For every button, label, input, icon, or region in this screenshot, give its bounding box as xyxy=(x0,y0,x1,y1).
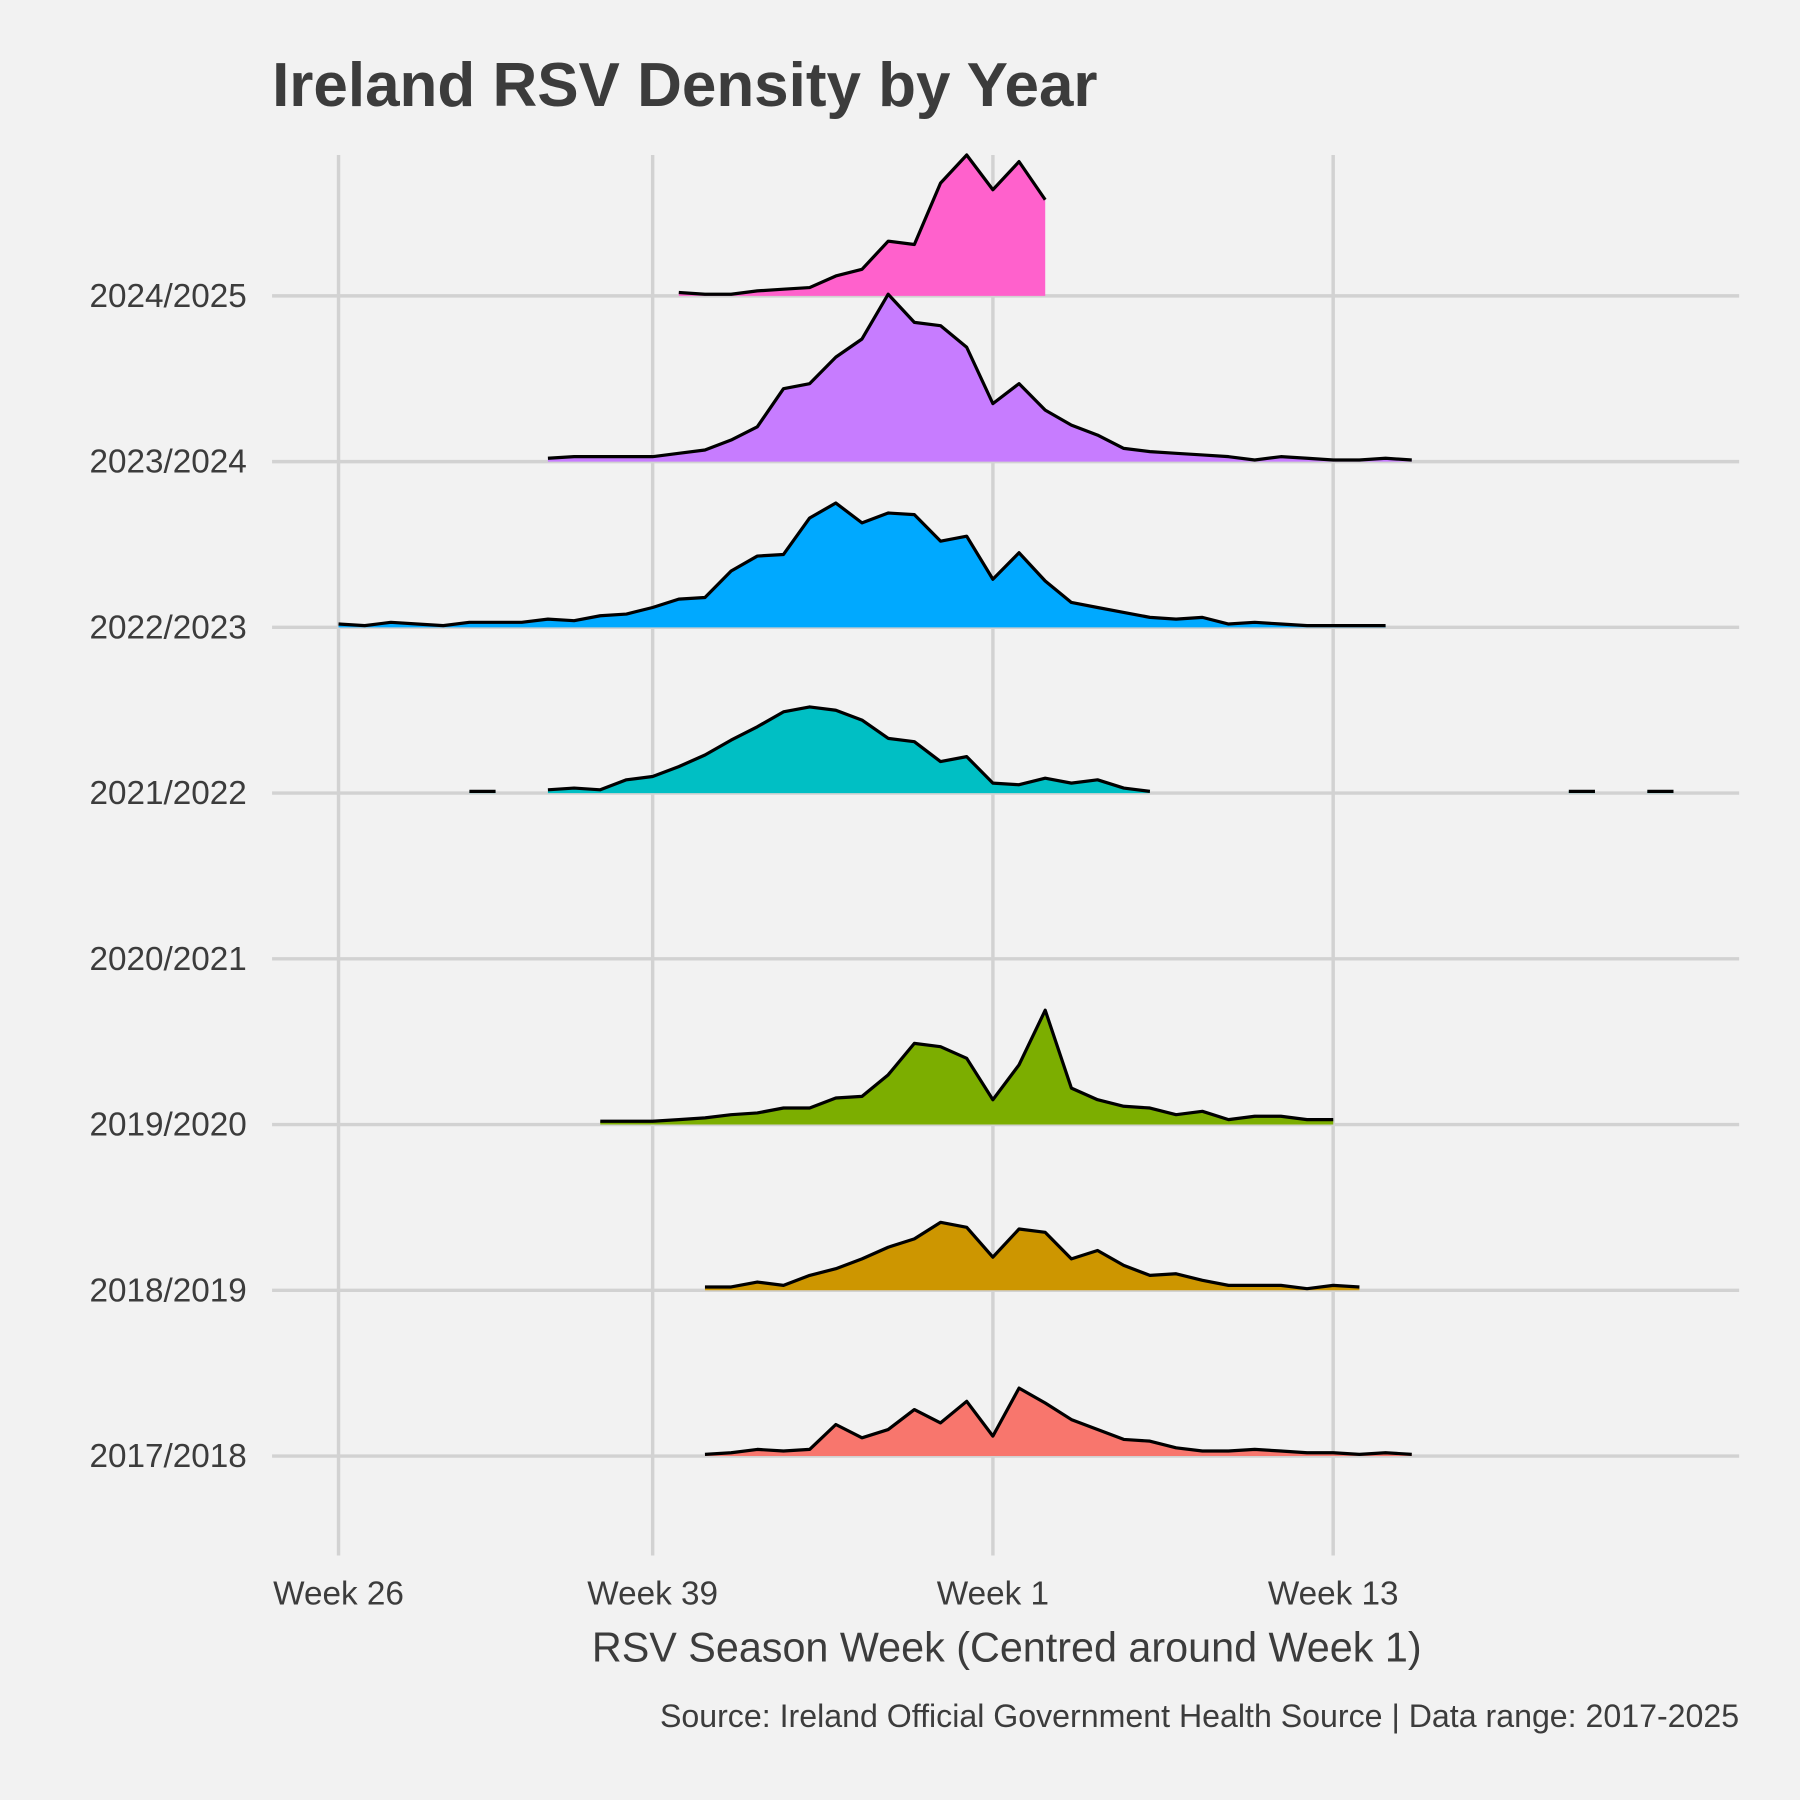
ridge-line xyxy=(338,501,1386,628)
y-tick-label: 2018/2019 xyxy=(89,1272,246,1309)
ridge-line xyxy=(547,705,1151,793)
chart-title: Ireland RSV Density by Year xyxy=(272,51,1097,120)
ridge xyxy=(678,153,1047,296)
ridge-area xyxy=(547,706,1150,794)
ridge-line xyxy=(704,1386,1412,1456)
y-tick-label: 2017/2018 xyxy=(89,1438,246,1475)
ridges xyxy=(338,153,1674,1457)
ridge-line xyxy=(600,1008,1334,1123)
ridge-area xyxy=(704,1388,1412,1457)
y-tick-label: 2023/2024 xyxy=(89,444,246,481)
ridge-area xyxy=(600,1010,1334,1125)
x-tick-label: Week 13 xyxy=(1268,1575,1399,1612)
ridge-area xyxy=(704,1222,1360,1291)
ridge xyxy=(547,292,1412,462)
y-tick-label: 2020/2021 xyxy=(89,941,246,978)
y-tick-label: 2021/2022 xyxy=(89,775,246,812)
ridge xyxy=(469,705,1674,794)
ridge-line xyxy=(704,1220,1360,1291)
ridge xyxy=(704,1386,1412,1457)
y-tick-label: 2022/2023 xyxy=(89,609,246,646)
x-tick-label: Week 39 xyxy=(587,1575,718,1612)
ridge-line xyxy=(678,153,1047,296)
ridge xyxy=(600,1008,1334,1125)
x-axis-title: RSV Season Week (Centred around Week 1) xyxy=(592,1625,1422,1671)
caption: Source: Ireland Official Government Heal… xyxy=(660,1698,1739,1734)
ridge-area xyxy=(678,154,1046,296)
y-tick-label: 2019/2020 xyxy=(89,1107,246,1144)
ridge xyxy=(704,1220,1360,1291)
ridge xyxy=(338,501,1386,628)
ridge-line xyxy=(547,292,1412,462)
x-tick-label: Week 26 xyxy=(273,1575,404,1612)
x-tick-label: Week 1 xyxy=(937,1575,1049,1612)
y-tick-label: 2024/2025 xyxy=(89,278,246,315)
ridge-area xyxy=(338,503,1386,628)
